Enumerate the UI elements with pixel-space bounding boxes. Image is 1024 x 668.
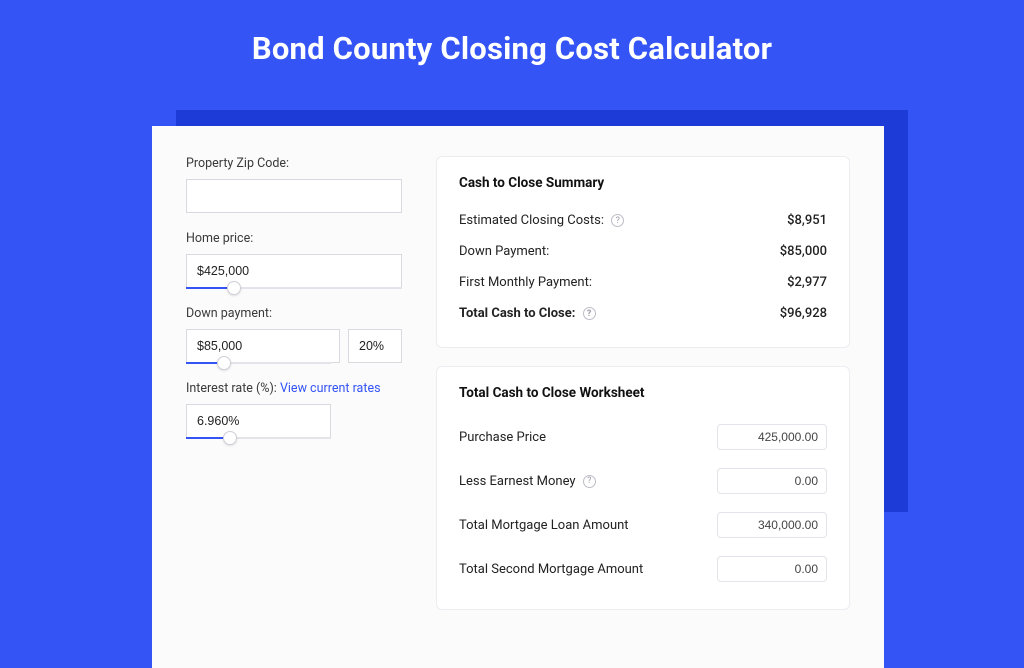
summary-heading: Cash to Close Summary xyxy=(459,175,827,191)
help-icon[interactable]: ? xyxy=(611,214,624,227)
worksheet-row-label: Purchase Price xyxy=(459,430,546,445)
down-payment-pct-input[interactable] xyxy=(348,329,402,363)
summary-card: Cash to Close Summary Estimated Closing … xyxy=(436,156,850,348)
worksheet-row-label: Total Mortgage Loan Amount xyxy=(459,518,629,533)
summary-row-value: $8,951 xyxy=(787,213,827,228)
summary-row: Down Payment: $85,000 xyxy=(459,236,827,267)
worksheet-row: Total Mortgage Loan Amount xyxy=(459,503,827,547)
worksheet-input-mortgage-amount[interactable] xyxy=(717,512,827,538)
summary-row-label: First Monthly Payment: xyxy=(459,275,592,290)
field-home-price: Home price: xyxy=(186,231,402,288)
worksheet-input-second-mortgage[interactable] xyxy=(717,556,827,582)
help-icon[interactable]: ? xyxy=(583,307,596,320)
worksheet-row-label: Less Earnest Money ? xyxy=(459,474,596,489)
zip-input[interactable] xyxy=(186,179,402,213)
home-price-label: Home price: xyxy=(186,231,402,246)
summary-row-value: $96,928 xyxy=(780,306,827,321)
down-payment-input[interactable] xyxy=(186,329,340,363)
summary-row: Estimated Closing Costs: ? $8,951 xyxy=(459,205,827,236)
calculator-panel: Property Zip Code: Home price: Down paym… xyxy=(152,126,884,668)
summary-row-label: Total Cash to Close: ? xyxy=(459,306,596,321)
worksheet-input-earnest-money[interactable] xyxy=(717,468,827,494)
field-down-payment: Down payment: xyxy=(186,306,402,363)
interest-rate-label: Interest rate (%): View current rates xyxy=(186,381,402,396)
worksheet-row: Total Second Mortgage Amount xyxy=(459,547,827,591)
interest-rate-label-text: Interest rate (%): xyxy=(186,381,280,396)
page-title: Bond County Closing Cost Calculator xyxy=(0,0,1024,91)
view-rates-link[interactable]: View current rates xyxy=(280,381,381,396)
worksheet-heading: Total Cash to Close Worksheet xyxy=(459,385,827,401)
home-price-input[interactable] xyxy=(186,254,402,288)
summary-row: First Monthly Payment: $2,977 xyxy=(459,267,827,298)
field-interest-rate: Interest rate (%): View current rates xyxy=(186,381,402,438)
down-payment-label: Down payment: xyxy=(186,306,402,321)
help-icon[interactable]: ? xyxy=(583,475,596,488)
summary-row-value: $2,977 xyxy=(787,275,827,290)
worksheet-card: Total Cash to Close Worksheet Purchase P… xyxy=(436,366,850,610)
summary-row-total: Total Cash to Close: ? $96,928 xyxy=(459,298,827,329)
worksheet-row: Less Earnest Money ? xyxy=(459,459,827,503)
summary-row-value: $85,000 xyxy=(780,244,827,259)
worksheet-row-label: Total Second Mortgage Amount xyxy=(459,562,643,577)
summary-column: Cash to Close Summary Estimated Closing … xyxy=(436,156,850,628)
interest-rate-input[interactable] xyxy=(186,404,331,438)
worksheet-input-purchase-price[interactable] xyxy=(717,424,827,450)
summary-row-label: Estimated Closing Costs: ? xyxy=(459,213,624,228)
worksheet-row: Purchase Price xyxy=(459,415,827,459)
summary-row-label: Down Payment: xyxy=(459,244,549,259)
input-column: Property Zip Code: Home price: Down paym… xyxy=(186,156,402,628)
field-zip: Property Zip Code: xyxy=(186,156,402,213)
zip-label: Property Zip Code: xyxy=(186,156,402,171)
